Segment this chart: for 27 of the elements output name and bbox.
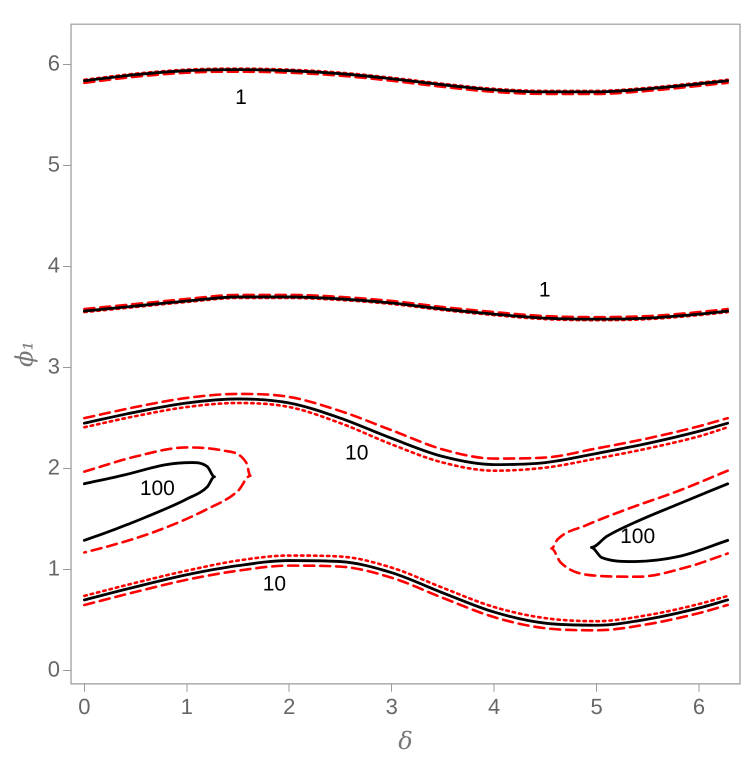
- x-tick-label: 0: [78, 694, 90, 720]
- y-axis-title: ϕ₁: [10, 341, 39, 367]
- line-series: [82, 461, 216, 542]
- x-tick-label: 4: [488, 694, 500, 720]
- y-tick-label: 4: [48, 252, 60, 278]
- annotation: 10: [262, 572, 286, 596]
- y-tick-label: 1: [48, 556, 60, 581]
- x-axis-title: δ: [398, 726, 413, 755]
- line-series: [83, 446, 252, 554]
- x-tick-label: 1: [180, 694, 193, 720]
- annotation: 1: [235, 86, 247, 109]
- y-tick-label: 6: [48, 50, 60, 76]
- line-series: [590, 482, 730, 563]
- annotation: 100: [140, 477, 175, 500]
- annotation: 1: [538, 278, 551, 302]
- line-series: [550, 469, 730, 578]
- x-tick-label: 2: [283, 694, 296, 720]
- y-tick-label: 5: [48, 152, 60, 177]
- y-tick-label: 2: [48, 454, 60, 480]
- annotation: 10: [345, 441, 368, 464]
- annotation: 100: [620, 525, 656, 548]
- x-tick-label: 5: [590, 694, 603, 720]
- x-tick-label: 3: [386, 694, 398, 720]
- line-series: [83, 392, 730, 460]
- y-tick-label: 3: [48, 354, 60, 379]
- y-tick-label: 0: [48, 656, 60, 682]
- x-tick-label: 6: [692, 694, 706, 720]
